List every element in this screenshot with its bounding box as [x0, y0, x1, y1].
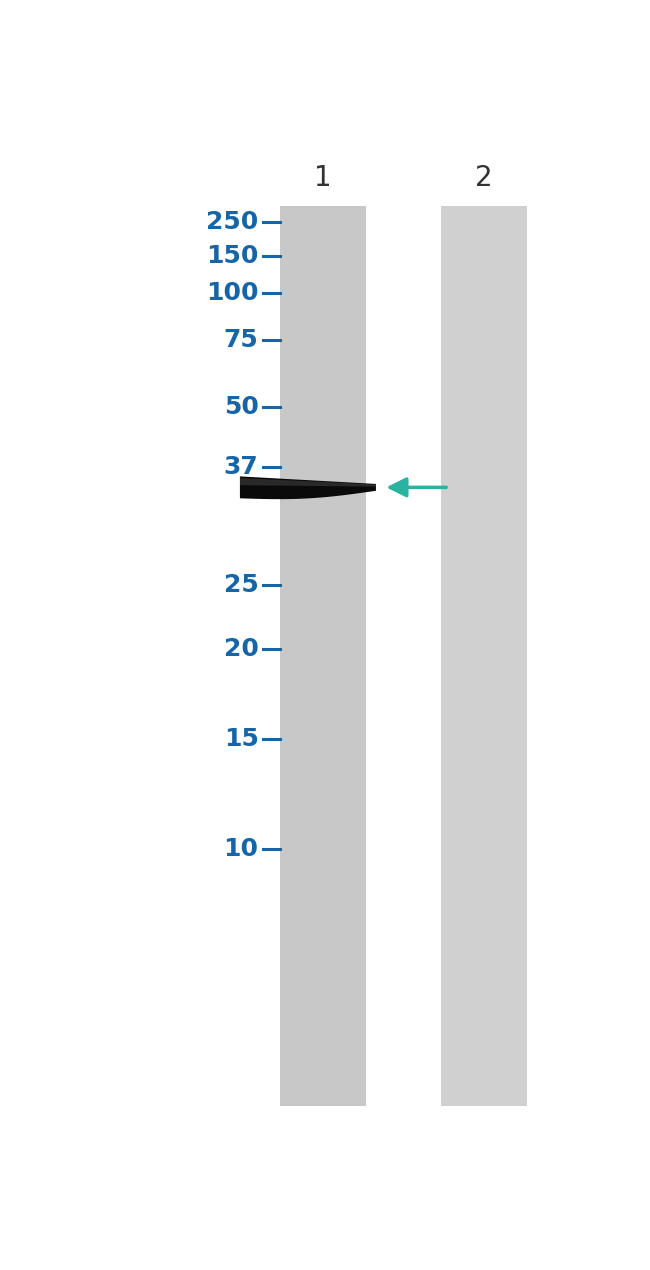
Bar [441, 206, 527, 1106]
Bar [280, 206, 366, 1106]
Polygon shape [240, 478, 376, 486]
Text: 2: 2 [475, 164, 493, 192]
Text: 150: 150 [206, 244, 259, 268]
Text: 50: 50 [224, 395, 259, 419]
Text: 20: 20 [224, 638, 259, 662]
Text: 100: 100 [206, 282, 259, 305]
Text: 1: 1 [314, 164, 332, 192]
Text: 37: 37 [224, 455, 259, 479]
Text: 75: 75 [224, 328, 259, 352]
Text: 250: 250 [206, 210, 259, 234]
Text: 15: 15 [224, 728, 259, 751]
Text: 10: 10 [224, 837, 259, 861]
Polygon shape [240, 476, 376, 499]
Text: 25: 25 [224, 573, 259, 597]
